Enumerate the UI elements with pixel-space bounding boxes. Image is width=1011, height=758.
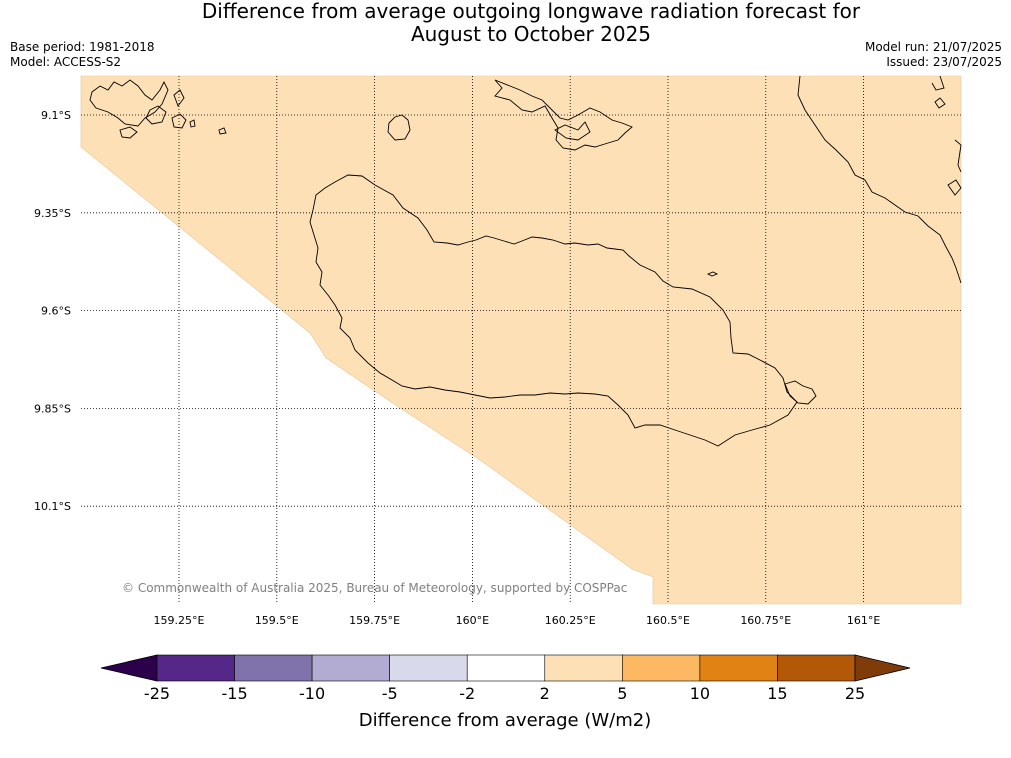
- coastline-russell-isle-7: [189, 119, 196, 128]
- colorbar: -25 -15 -10 -5 -2 2 5 10 15 25: [100, 654, 911, 703]
- lat-tick-label: 9.35°S: [34, 207, 71, 220]
- anomaly-region: [80, 75, 962, 605]
- coastline-russell-isle-4: [171, 113, 187, 129]
- lon-tick-label: 159.25°E: [154, 614, 205, 627]
- issued-date: Issued: 23/07/2025: [886, 55, 1002, 69]
- title-line-2: August to October 2025: [410, 22, 652, 46]
- colorbar-segment-3: [389, 654, 468, 682]
- colorbar-segment-7: [699, 654, 778, 682]
- colorbar-tick-label: -15: [221, 684, 247, 703]
- coastline-islet: [706, 271, 719, 277]
- coastline-malaita-isle-2: [934, 97, 946, 109]
- lon-tick-label: 160.5°E: [646, 614, 690, 627]
- colorbar-over-arrow: [854, 654, 911, 682]
- longitude-labels: 159.25°E 159.5°E 159.75°E 160°E 160.25°E 160.…: [154, 614, 881, 627]
- lon-tick-label: 160.75°E: [740, 614, 791, 627]
- colorbar-segment-0: [156, 654, 235, 682]
- colorbar-tick-label: 2: [540, 684, 550, 703]
- lat-tick-label: 9.1°S: [41, 109, 71, 122]
- coastline-malaita-isle: [947, 179, 962, 196]
- chart-title: Difference from average outgoing longwav…: [0, 0, 1011, 46]
- coastline-florida-isle-2: [554, 121, 591, 141]
- gridlines: [81, 76, 961, 604]
- colorbar-label: Difference from average (W/m2): [359, 710, 651, 731]
- colorbar-segment-6: [622, 654, 701, 682]
- lon-tick-label: 159.5°E: [255, 614, 299, 627]
- coastline-russell-isle-3: [173, 89, 185, 107]
- lat-tick-label: 10.1°S: [34, 500, 71, 513]
- latitude-labels: 9.1°S 9.35°S 9.6°S 9.85°S 10.1°S: [34, 109, 71, 513]
- lon-tick-label: 159.75°E: [349, 614, 400, 627]
- colorbar-tick-label: 15: [767, 684, 787, 703]
- meta-right: Model run: 21/07/2025 Issued: 23/07/2025: [865, 40, 1002, 70]
- colorbar-tick-label: 25: [845, 684, 865, 703]
- copyright-notice: © Commonwealth of Australia 2025, Bureau…: [122, 581, 627, 595]
- coastline-malaita-east: [954, 139, 962, 173]
- base-period: Base period: 1981-2018: [10, 40, 155, 54]
- coastlines: [89, 75, 962, 447]
- colorbar-segment-4: [466, 654, 546, 682]
- colorbar-segment-8: [777, 654, 856, 682]
- coastline-guadalcanal: [309, 174, 798, 447]
- colorbar-segment-1: [234, 654, 313, 682]
- lat-tick-label: 9.6°S: [41, 305, 71, 318]
- coastline-malaita: [797, 75, 962, 284]
- colorbar-segment-2: [311, 654, 390, 682]
- coastline-russell-islands: [89, 79, 169, 127]
- coastline-cape: [784, 380, 817, 405]
- model-run: Model run: 21/07/2025: [864, 40, 1002, 54]
- colorbar-tick-label: 10: [690, 684, 710, 703]
- lon-tick-label: 160.25°E: [545, 614, 596, 627]
- colorbar-tick-label: -25: [144, 684, 170, 703]
- colorbar-under-arrow: [100, 654, 158, 682]
- coastline-russell-isle-6: [218, 127, 227, 135]
- lon-tick-label: 160°E: [456, 614, 489, 627]
- meta-left: Base period: 1981-2018 Model: ACCESS-S2: [10, 40, 155, 70]
- colorbar-tick-label: -2: [459, 684, 475, 703]
- colorbar-tick-label: 5: [617, 684, 627, 703]
- lat-tick-label: 9.85°S: [34, 402, 71, 415]
- model-name: Model: ACCESS-S2: [10, 55, 122, 69]
- lon-tick-label: 161°E: [847, 614, 880, 627]
- colorbar-tick-label: -10: [299, 684, 325, 703]
- coastline-russell-isle-5: [119, 126, 138, 139]
- colorbar-tick-label: -5: [382, 684, 398, 703]
- coastline-florida-islands: [494, 79, 633, 151]
- coastline-russell-isle-2: [145, 105, 167, 125]
- title-line-1: Difference from average outgoing longwav…: [201, 0, 861, 23]
- colorbar-segment-5: [544, 654, 623, 682]
- coastline-savo: [387, 114, 411, 141]
- coastline-malaita-north: [931, 75, 945, 91]
